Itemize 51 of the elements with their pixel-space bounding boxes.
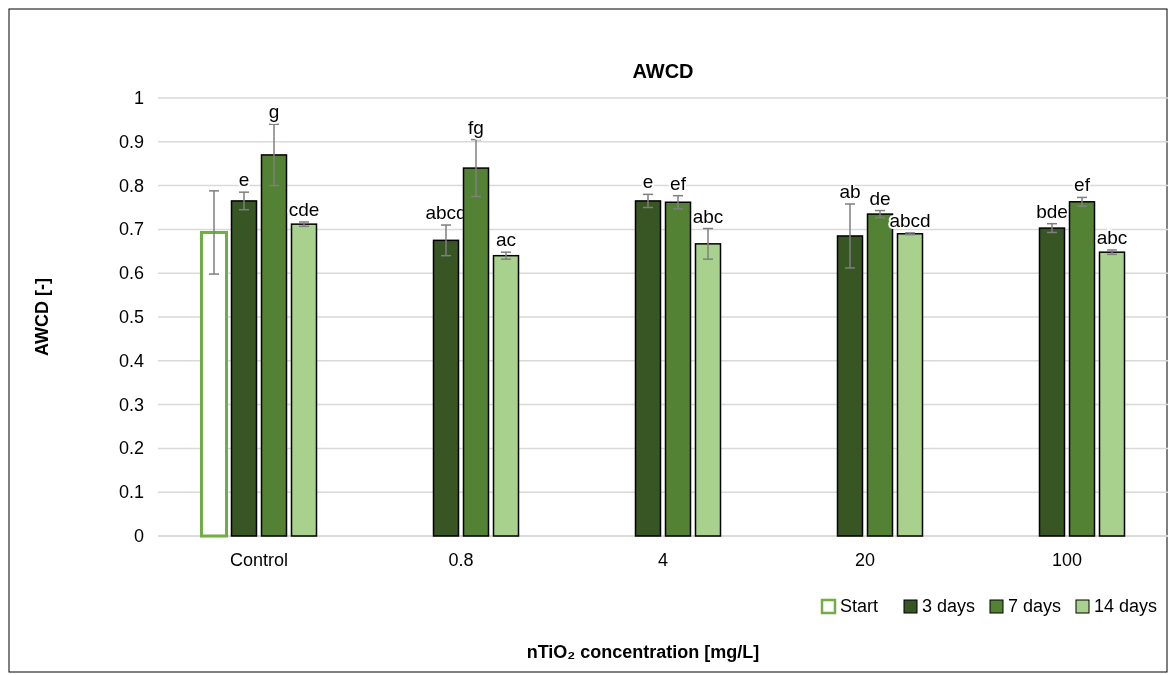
y-tick-label: 0.5 (118, 307, 144, 327)
x-axis-title: nTiO₂ concentration [mg/L] (526, 642, 760, 662)
bar (260, 154, 288, 537)
x-tick-label: 20 (854, 550, 876, 570)
y-tick-label: 0.8 (118, 175, 144, 196)
data-label: cde (288, 198, 320, 220)
data-label: ef (1074, 174, 1091, 196)
y-tick-label: 0.7 (118, 219, 144, 240)
y-tick-label: 0 (133, 526, 144, 546)
bar (200, 230, 228, 538)
y-tick-label: 0.1 (118, 482, 144, 503)
data-label: de (869, 187, 891, 209)
bar (836, 235, 864, 537)
bar (694, 243, 722, 537)
y-tick-label: 1 (133, 88, 144, 108)
data-label: ac (495, 229, 517, 251)
data-label: abc (1096, 226, 1128, 248)
legend-label: 3 days (922, 596, 976, 616)
legend-label: 14 days (1094, 596, 1158, 616)
x-tick-label: 100 (1051, 550, 1083, 570)
bar (1098, 251, 1126, 537)
chart-title: AWCD (632, 60, 694, 82)
data-label: e (642, 171, 654, 193)
bar (230, 200, 258, 537)
y-tick-label: 0.3 (118, 394, 144, 415)
bar (634, 200, 662, 537)
bar (432, 239, 460, 537)
bar (462, 167, 490, 537)
x-tick-label: 4 (657, 550, 669, 570)
bar (492, 254, 520, 537)
legend-label: 7 days (1008, 596, 1062, 616)
bar (290, 223, 318, 537)
bar (664, 201, 692, 537)
data-label: g (268, 101, 280, 123)
y-tick-label: 0.9 (118, 131, 144, 152)
data-label: ef (670, 172, 687, 194)
y-tick-label: 0.6 (118, 263, 144, 284)
data-label: ab (839, 181, 861, 202)
y-tick-label: 0.2 (118, 438, 144, 459)
data-label: e (238, 169, 250, 191)
x-tick-label: 0.8 (448, 550, 474, 570)
bar (1038, 227, 1066, 537)
bar (1068, 201, 1096, 537)
data-label: bde (1036, 200, 1068, 222)
data-label: abc (692, 205, 724, 227)
bar (896, 233, 924, 537)
data-label: fg (468, 116, 484, 138)
y-axis-title: AWCD [-] (32, 278, 52, 356)
y-tick-label: 0.4 (118, 350, 144, 371)
legend-label: Start (840, 596, 879, 616)
x-tick-label: Control (229, 550, 289, 570)
